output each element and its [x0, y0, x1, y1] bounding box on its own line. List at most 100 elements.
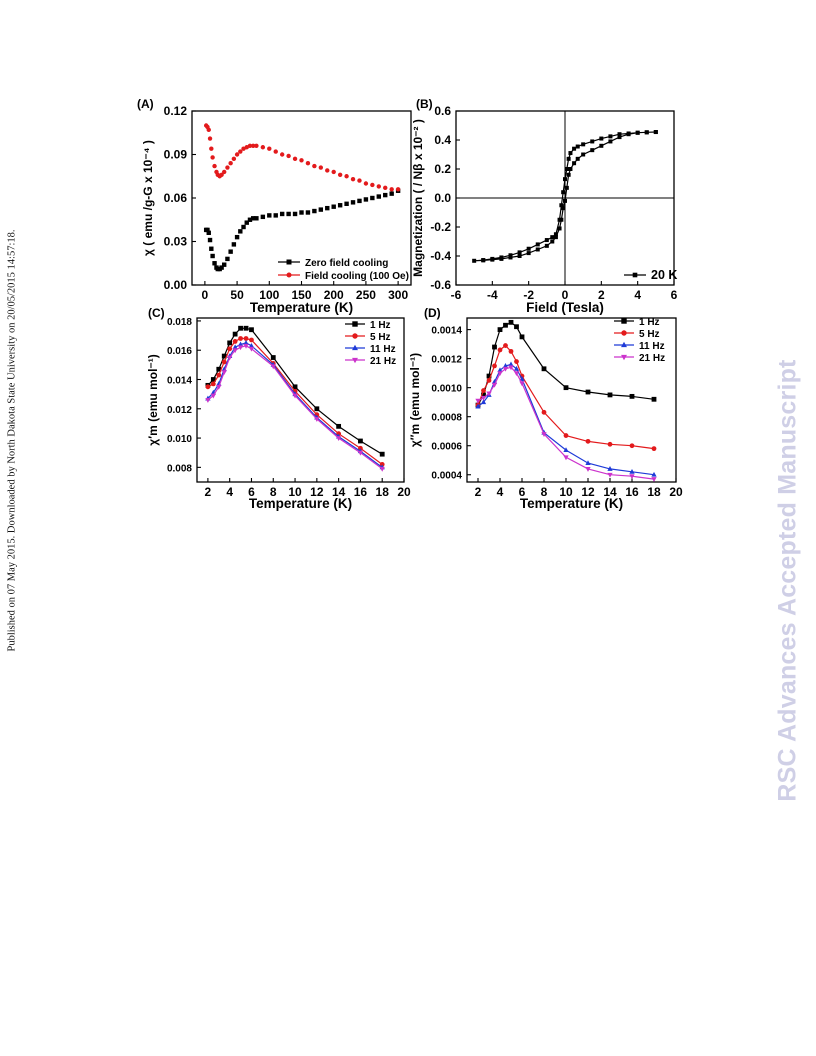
series-1	[205, 336, 385, 467]
y-tick-label: 0.6	[434, 104, 451, 118]
x-tick-label: -2	[523, 288, 534, 302]
data-point	[244, 220, 249, 225]
y-axis-label: Magnetization ( / Nβ x 10⁻² )	[411, 119, 425, 277]
data-point	[358, 438, 363, 444]
data-point	[318, 165, 324, 170]
x-tick-label: 2	[475, 485, 482, 499]
data-point	[358, 445, 363, 451]
chart-panel-3: 2 4 6 8 10 12 14 16 18 20 0.0004 0.0006 0.0008 0.0010…	[408, 306, 683, 511]
data-point	[617, 132, 622, 137]
data-point	[243, 340, 249, 345]
data-point	[651, 471, 657, 477]
data-point	[305, 210, 311, 215]
y-tick-label: -0.4	[430, 249, 451, 263]
series-1	[475, 343, 657, 452]
data-point	[237, 341, 244, 347]
data-point	[486, 378, 492, 383]
data-point	[497, 327, 503, 333]
series-3	[475, 365, 657, 482]
data-point	[267, 213, 272, 218]
y-tick-label: 0.00	[164, 278, 188, 292]
legend-marker	[621, 354, 627, 361]
data-point	[292, 156, 298, 162]
x-tick-label: 2	[205, 485, 212, 499]
x-tick-label: 20	[397, 485, 411, 499]
legend-label: Field cooling (100 Oe)	[305, 271, 409, 282]
data-point	[205, 227, 210, 233]
chart-panel-1: -6 -4 -2 0 2 4 6 -0.6 -0.4 -0.2 0.0 0.2 0.4 0.6 Field …	[411, 97, 678, 315]
data-point	[564, 167, 569, 171]
data-point	[608, 134, 613, 139]
data-point	[292, 384, 298, 390]
series-0	[475, 319, 657, 408]
data-point	[273, 149, 278, 154]
y-tick-label: 0.12	[164, 104, 188, 118]
x-tick-label: 50	[230, 288, 244, 302]
data-point	[312, 208, 317, 214]
series-line	[477, 344, 655, 450]
data-point	[234, 234, 240, 240]
data-point	[517, 250, 522, 255]
data-point	[331, 169, 336, 175]
data-point	[503, 343, 508, 348]
data-point	[581, 142, 586, 147]
data-point	[210, 253, 215, 259]
data-point	[508, 255, 513, 260]
y-tick-label: 0.0006	[431, 442, 462, 453]
x-tick-label: 12	[581, 485, 595, 499]
data-point	[363, 181, 369, 186]
data-point	[508, 319, 514, 325]
x-axis-label: Field (Tesla)	[526, 300, 604, 315]
y-tick-label: 0.012	[167, 405, 192, 416]
data-point	[561, 190, 566, 195]
data-point	[550, 239, 555, 244]
data-point	[481, 392, 486, 398]
data-point	[585, 438, 591, 444]
data-point	[550, 235, 555, 240]
data-point	[379, 451, 385, 457]
data-point	[653, 130, 658, 135]
data-point	[389, 191, 394, 196]
data-point	[503, 322, 508, 328]
data-point	[585, 389, 591, 395]
data-point	[286, 211, 291, 217]
data-point	[219, 172, 224, 177]
data-point	[575, 144, 580, 149]
data-point	[337, 172, 343, 177]
data-point	[238, 325, 243, 331]
data-point	[305, 161, 311, 166]
x-tick-label: 150	[291, 288, 311, 302]
data-point	[318, 207, 324, 212]
panel-label: (C)	[148, 306, 165, 320]
y-tick-label: 0.0	[434, 191, 451, 205]
data-point	[480, 395, 487, 401]
data-point	[210, 155, 215, 160]
data-point	[563, 455, 569, 461]
x-tick-label: 8	[270, 485, 277, 499]
data-point	[585, 460, 591, 466]
data-point	[607, 466, 613, 471]
data-point	[517, 254, 522, 258]
data-point	[225, 256, 230, 262]
data-point	[210, 393, 216, 399]
data-point	[508, 361, 514, 367]
data-point	[568, 167, 573, 171]
data-point	[599, 143, 604, 148]
data-point	[513, 365, 520, 371]
data-point	[585, 467, 591, 472]
data-point	[216, 372, 222, 378]
y-tick-label: 0.016	[167, 346, 192, 357]
data-point	[376, 184, 381, 189]
data-point	[232, 331, 238, 337]
data-point	[216, 366, 222, 372]
data-point	[497, 371, 503, 377]
data-point	[234, 152, 240, 157]
data-point	[629, 443, 635, 449]
data-point	[270, 364, 276, 370]
panel-label: (B)	[416, 97, 433, 111]
y-axis-label: χ′′m (emu mol⁻¹)	[408, 353, 422, 447]
data-point	[350, 200, 356, 205]
data-point	[216, 384, 222, 390]
data-point	[238, 229, 243, 234]
data-point	[590, 139, 595, 144]
